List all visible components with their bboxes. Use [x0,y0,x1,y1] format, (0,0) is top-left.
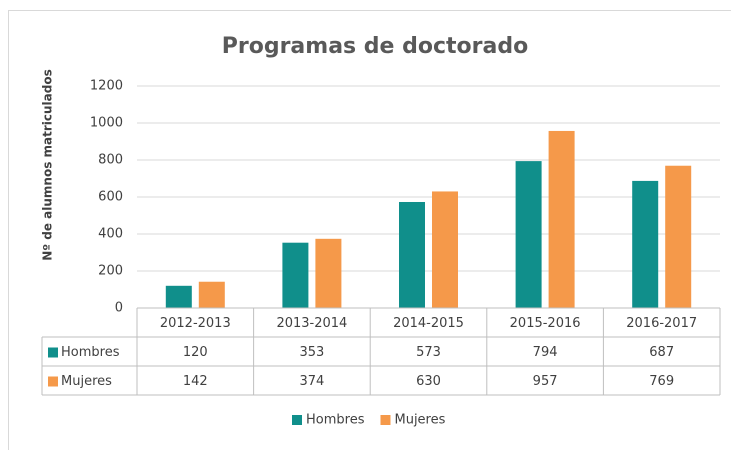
x-tick-label: 2016-2017 [626,316,697,331]
y-tick-label: 800 [98,153,123,168]
bar [282,242,309,308]
data-label: 687 [649,345,674,360]
bar [632,180,659,308]
table-legend-key [48,347,58,358]
data-label: 794 [533,345,558,360]
y-tick-label: 1200 [90,79,123,94]
data-label: 573 [416,345,441,360]
x-tick-label: 2013-2014 [276,316,347,331]
y-tick-label: 0 [115,301,123,316]
y-tick-label: 1000 [90,116,123,131]
table-series-name: Hombres [61,345,120,360]
bar [198,281,225,308]
bar [665,165,692,308]
y-tick-label: 400 [98,227,123,242]
legend-key [380,415,391,425]
bar [432,191,458,308]
bar [165,285,192,308]
x-tick-label: 2014-2015 [393,316,464,331]
data-label: 374 [299,374,324,389]
x-tick-label: 2012-2013 [160,316,231,331]
x-tick-label: 2015-2016 [510,316,581,331]
bar [515,161,542,308]
data-label: 769 [649,374,674,389]
data-label: 957 [533,374,558,389]
legend-key [292,415,302,425]
legend-label: Mujeres [394,413,445,428]
y-tick-label: 600 [98,190,123,205]
y-axis-label: Nº de alumnos matriculados [41,69,55,260]
table-legend-key [48,376,58,387]
bar [315,238,342,308]
y-tick-label: 200 [98,264,123,279]
table-series-name: Mujeres [61,374,112,389]
data-label: 630 [416,374,441,389]
data-label: 142 [183,374,208,389]
bar [548,130,575,308]
data-label: 120 [183,345,208,360]
legend-label: Hombres [306,413,365,428]
data-label: 353 [299,345,324,360]
chart-title: Programas de doctorado [222,34,528,59]
bar [399,201,425,308]
